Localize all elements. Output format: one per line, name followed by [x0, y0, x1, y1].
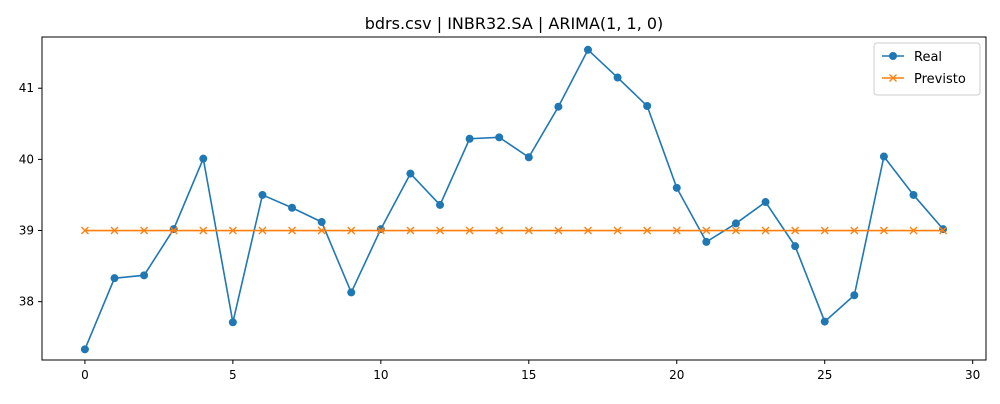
axes-frame — [41, 36, 987, 361]
data-point-real — [347, 288, 356, 297]
data-point-real — [761, 198, 770, 207]
x-tick-label: 10 — [373, 368, 388, 382]
data-point-real — [140, 271, 149, 280]
data-point-previsto — [317, 226, 326, 235]
legend-label: Real — [914, 50, 942, 65]
y-tick-label: 40 — [19, 152, 34, 166]
data-point-real — [820, 317, 829, 326]
data-point-previsto — [258, 226, 267, 235]
x-tick-label: 5 — [229, 368, 237, 382]
data-point-previsto — [613, 226, 622, 235]
data-point-previsto — [465, 226, 474, 235]
data-point-previsto — [169, 226, 178, 235]
data-point-real — [939, 225, 948, 234]
data-point-previsto — [347, 226, 356, 235]
data-point-real — [258, 190, 267, 199]
data-point-real — [672, 183, 681, 192]
data-point-real — [731, 219, 740, 228]
data-point-real — [495, 133, 504, 142]
data-point-real — [791, 242, 800, 251]
data-point-previsto — [140, 226, 149, 235]
series-line-real — [84, 48, 944, 350]
data-point-previsto — [110, 226, 119, 235]
data-point-previsto — [909, 226, 918, 235]
x-tick-label: 25 — [817, 368, 832, 382]
y-tick-label: 41 — [19, 81, 34, 95]
data-point-previsto — [406, 226, 415, 235]
data-point-real — [317, 217, 326, 226]
legend-marker-real — [889, 52, 897, 60]
data-point-previsto — [879, 226, 888, 235]
data-point-previsto — [228, 226, 237, 235]
data-point-real — [702, 237, 711, 246]
data-point-previsto — [761, 226, 770, 235]
data-point-real — [406, 169, 415, 178]
data-point-real — [169, 225, 178, 234]
chart-title: bdrs.csv | INBR32.SA | ARIMA(1, 1, 0) — [365, 14, 664, 33]
data-point-previsto — [288, 226, 297, 235]
data-point-real — [613, 73, 622, 82]
data-point-real — [879, 152, 888, 161]
data-point-previsto — [376, 226, 385, 235]
x-tick-label: 0 — [81, 368, 89, 382]
data-point-real — [554, 102, 563, 111]
data-point-previsto — [850, 226, 859, 235]
data-point-previsto — [702, 226, 711, 235]
data-point-real — [376, 225, 385, 234]
legend-marker-previsto — [889, 74, 897, 82]
data-point-real — [110, 274, 119, 283]
x-tick-label: 15 — [521, 368, 536, 382]
plot-area: 0 5 10 15 20 25 30 38 39 40 41 Real Previsto — [19, 36, 987, 382]
data-point-real — [524, 153, 533, 162]
data-point-real — [583, 45, 592, 54]
data-point-real — [643, 102, 652, 111]
data-point-previsto — [199, 226, 208, 235]
legend-label: Previsto — [914, 72, 966, 87]
x-tick-label: 20 — [669, 368, 684, 382]
data-point-previsto — [643, 226, 652, 235]
data-point-real — [199, 154, 208, 163]
data-point-real — [436, 200, 445, 209]
data-point-previsto — [791, 226, 800, 235]
x-tick-label: 30 — [965, 368, 980, 382]
data-point-real — [909, 190, 918, 199]
data-point-previsto — [731, 226, 740, 235]
data-point-previsto — [672, 226, 681, 235]
data-point-previsto — [436, 226, 444, 235]
y-tick-label: 38 — [19, 295, 34, 309]
data-point-real — [850, 291, 859, 300]
data-point-previsto — [820, 226, 829, 235]
data-point-real — [80, 345, 89, 354]
y-tick-label: 39 — [19, 224, 34, 238]
data-point-previsto — [584, 226, 592, 235]
data-point-previsto — [554, 226, 563, 235]
data-point-previsto — [80, 226, 89, 235]
data-point-real — [228, 318, 237, 327]
data-point-real — [288, 203, 297, 212]
data-point-previsto — [495, 226, 504, 235]
data-point-previsto — [524, 226, 533, 235]
data-point-previsto — [939, 226, 948, 235]
data-point-real — [465, 134, 474, 143]
